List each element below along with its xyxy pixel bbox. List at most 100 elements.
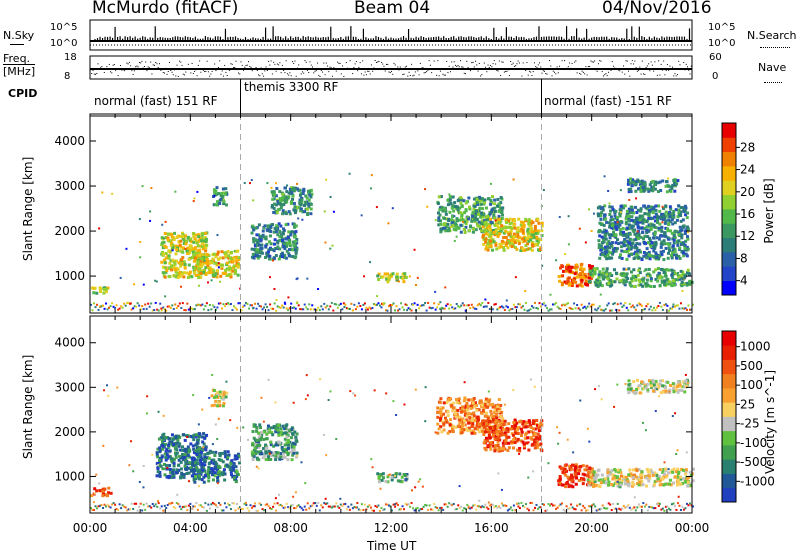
- echo-cell: [248, 182, 251, 185]
- echo-cell: [463, 396, 467, 400]
- echo-cell: [666, 227, 670, 231]
- echo-cell: [139, 241, 142, 244]
- echo-cell: [649, 226, 653, 230]
- echo-cell: [206, 261, 210, 265]
- echo-cell: [283, 200, 287, 204]
- echo-cell: [662, 242, 666, 246]
- echo-cell: [574, 280, 578, 284]
- echo-cell: [215, 261, 219, 265]
- ground-scatter-cell: [487, 301, 490, 304]
- ground-scatter-cell: [666, 304, 669, 307]
- echo-cell: [646, 225, 650, 229]
- ground-scatter-cell: [461, 302, 464, 305]
- echo-cell: [489, 239, 493, 243]
- echo-cell: [481, 424, 485, 428]
- echo-cell: [628, 238, 632, 242]
- echo-cell: [221, 187, 225, 191]
- echo-cell: [270, 203, 274, 207]
- ground-scatter-cell: [628, 303, 631, 306]
- ground-scatter-cell: [403, 308, 406, 311]
- ground-scatter-cell: [521, 305, 524, 308]
- echo-cell: [486, 416, 490, 420]
- echo-cell: [527, 220, 531, 224]
- echo-cell: [645, 229, 649, 233]
- echo-cell: [627, 214, 631, 218]
- echo-cell: [593, 268, 597, 272]
- echo-cell: [224, 187, 228, 191]
- echo-cell: [471, 403, 475, 407]
- echo-cell: [490, 413, 494, 417]
- nave-dot: [477, 70, 479, 72]
- ground-scatter-cell: [558, 307, 561, 310]
- echo-cell: [268, 240, 272, 244]
- echo-cell: [603, 234, 607, 238]
- echo-cell: [185, 434, 189, 438]
- echo-cell: [667, 237, 671, 241]
- ground-scatter-cell: [416, 303, 419, 306]
- echo-cell: [377, 476, 381, 480]
- echo-cell: [218, 202, 222, 206]
- echo-cell: [271, 197, 275, 201]
- echo-cell: [170, 235, 174, 239]
- nave-dot: [344, 68, 346, 70]
- ground-scatter-cell: [252, 306, 255, 309]
- colorbar-frame: [721, 122, 737, 296]
- echo-cell: [396, 479, 400, 483]
- echo-cell: [164, 220, 167, 223]
- echo-cell: [654, 251, 658, 255]
- echo-cell: [481, 409, 485, 413]
- ground-scatter-cell: [383, 302, 386, 305]
- echo-cell: [281, 455, 285, 459]
- echo-cell: [529, 424, 533, 428]
- echo-cell: [174, 453, 178, 457]
- echo-cell: [608, 213, 612, 217]
- nave-dot: [240, 61, 242, 63]
- nave-dot: [656, 74, 658, 76]
- echo-cell: [654, 277, 658, 281]
- ground-scatter-cell: [655, 306, 658, 309]
- echo-cell: [199, 271, 203, 275]
- echo-cell: [158, 470, 162, 474]
- nsearch-tick-high: 10^5: [708, 22, 736, 33]
- echo-cell: [290, 432, 294, 436]
- echo-cell: [485, 423, 489, 427]
- echo-cell: [277, 454, 281, 458]
- nave-dot: [281, 64, 283, 66]
- echo-cell: [275, 211, 279, 215]
- echo-cell: [638, 218, 642, 222]
- echo-cell: [644, 206, 648, 210]
- echo-cell: [641, 284, 645, 288]
- echo-cell: [653, 187, 657, 191]
- echo-cell: [170, 457, 174, 461]
- echo-cell: [590, 265, 594, 269]
- echo-cell: [186, 434, 190, 438]
- echo-cell: [298, 202, 302, 206]
- echo-cell: [658, 254, 662, 258]
- echo-cell: [160, 455, 164, 459]
- echo-cell: [613, 280, 617, 284]
- echo-cell: [649, 277, 653, 281]
- echo-cell: [287, 210, 291, 214]
- ground-scatter-cell: [114, 306, 117, 309]
- echo-cell: [290, 458, 294, 462]
- ground-scatter-cell: [472, 306, 475, 309]
- echo-cell: [686, 235, 690, 239]
- echo-cell: [638, 214, 642, 218]
- echo-cell: [181, 448, 185, 452]
- echo-cell: [221, 473, 225, 477]
- ground-scatter-cell: [273, 302, 276, 305]
- nave-dot: [248, 61, 250, 63]
- echo-cell: [459, 223, 463, 227]
- echo-cell: [596, 206, 600, 210]
- echo-cell: [237, 256, 241, 260]
- ground-scatter-cell: [344, 303, 347, 306]
- echo-cell: [498, 242, 502, 246]
- echo-cell: [266, 182, 269, 185]
- ground-scatter-cell: [109, 305, 112, 308]
- nave-dot: [664, 74, 666, 76]
- echo-cell: [504, 235, 508, 239]
- echo-cell: [262, 437, 266, 441]
- nsearch-label: N.Search: [747, 29, 797, 42]
- echo-cell: [664, 235, 668, 239]
- echo-cell: [459, 406, 463, 410]
